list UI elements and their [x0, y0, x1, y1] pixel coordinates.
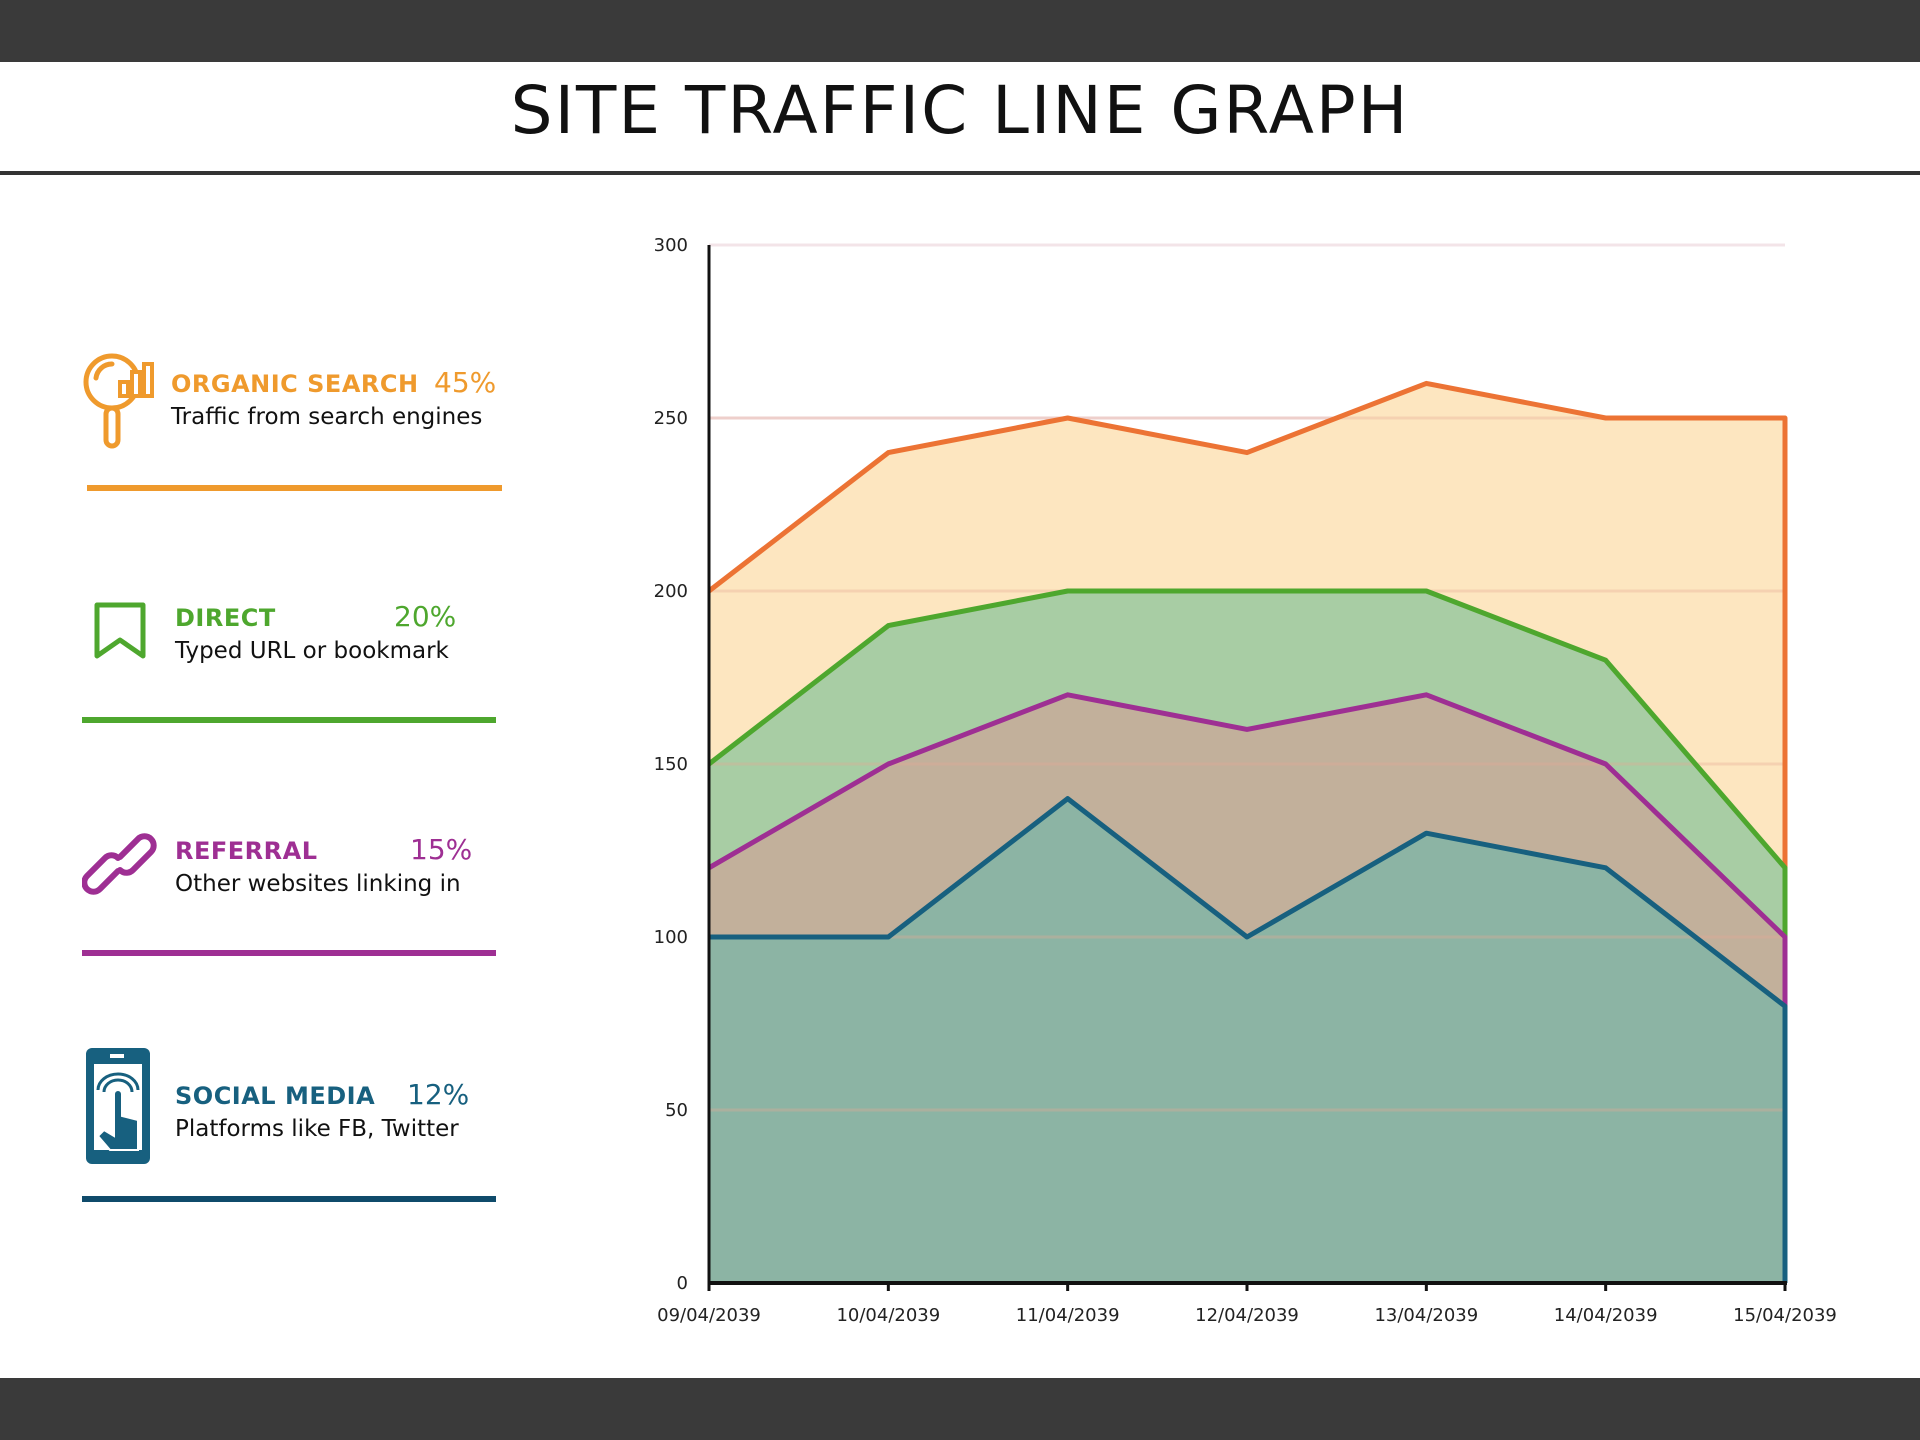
y-tick-label: 150 [654, 754, 688, 775]
area-social-media [709, 798, 1785, 1283]
x-tick-label: 10/04/2039 [836, 1305, 940, 1326]
legend-percent: 45% [434, 366, 497, 399]
y-tick-label: 250 [654, 408, 688, 429]
top-bar [0, 0, 1920, 62]
bottom-bar [0, 1378, 1920, 1440]
legend-item-social-media: SOCIAL MEDIA 12% Platforms like FB, Twit… [82, 1046, 502, 1206]
y-tick-label: 100 [654, 927, 688, 948]
legend-name: SOCIAL MEDIA [175, 1082, 376, 1110]
link-icon [82, 833, 157, 895]
legend-percent: 15% [410, 833, 473, 866]
y-tick-label: 50 [665, 1100, 688, 1121]
legend-rule [87, 485, 502, 491]
legend-description: Typed URL or bookmark [175, 638, 449, 664]
x-tick-label: 14/04/2039 [1554, 1305, 1658, 1326]
line-direct [707, 588, 1788, 1283]
x-tick-label: 12/04/2039 [1195, 1305, 1299, 1326]
bookmark-icon [94, 602, 146, 659]
legend-percent: 20% [394, 600, 457, 633]
line-organic-search [707, 380, 1788, 1283]
legend-description: Other websites linking in [175, 871, 461, 897]
title-divider [0, 171, 1920, 175]
page-title: SITE TRAFFIC LINE GRAPH [510, 72, 1410, 149]
line-referral [707, 692, 1788, 1283]
legend-percent: 12% [407, 1078, 470, 1111]
x-tick-label: 13/04/2039 [1374, 1305, 1478, 1326]
legend-item-direct: DIRECT 20% Typed URL or bookmark [82, 590, 502, 730]
y-tick-label: 300 [654, 235, 688, 256]
y-tick-label: 0 [677, 1273, 688, 1294]
legend-description: Platforms like FB, Twitter [175, 1116, 459, 1142]
y-tick-label: 200 [654, 581, 688, 602]
magnifier-bar-chart-icon [83, 353, 154, 449]
legend-description: Traffic from search engines [171, 404, 483, 430]
legend-name: DIRECT [175, 604, 276, 632]
legend-rule [82, 950, 496, 956]
legend-name: ORGANIC SEARCH [171, 370, 419, 398]
x-tick-label: 11/04/2039 [1016, 1305, 1120, 1326]
smartphone-tap-icon [86, 1048, 150, 1164]
legend-rule [82, 1196, 496, 1202]
legend-name: REFERRAL [175, 837, 318, 865]
legend-rule [82, 717, 496, 723]
x-tick-label: 15/04/2039 [1733, 1305, 1837, 1326]
legend-item-organic-search: ORGANIC SEARCH 45% Traffic from search e… [82, 352, 502, 492]
line-social-media [709, 796, 1788, 1283]
legend-item-referral: REFERRAL 15% Other websites linking in [82, 823, 502, 963]
x-tick-label: 09/04/2039 [657, 1305, 761, 1326]
